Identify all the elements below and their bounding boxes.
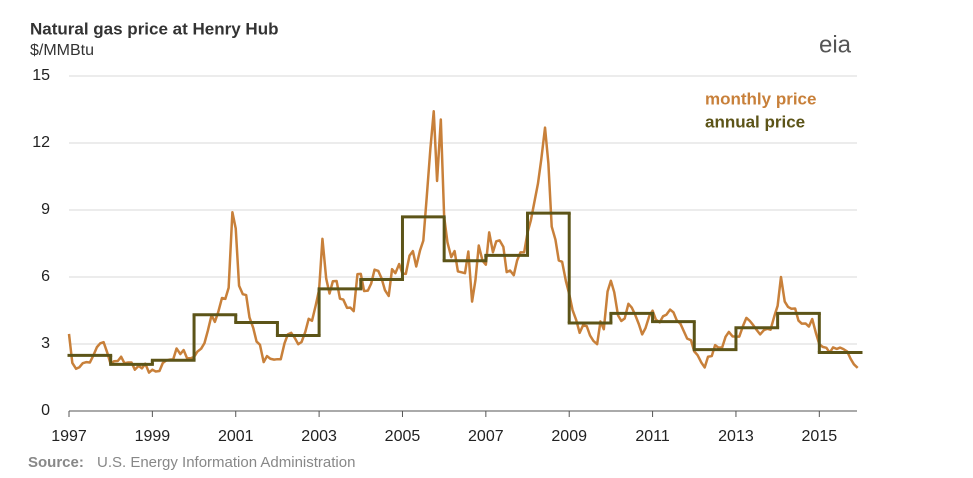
legend-entry: monthly price <box>705 89 816 108</box>
y-tick-label: 9 <box>41 201 50 218</box>
subtitle: $/MMBtu <box>30 42 94 59</box>
x-tick-label: 2003 <box>301 428 337 445</box>
x-tick-label: 2011 <box>635 428 670 445</box>
x-tick-label: 2001 <box>218 428 254 445</box>
x-tick-label: 1999 <box>135 428 171 445</box>
logo: eia <box>819 31 852 58</box>
x-tick-label: 1997 <box>51 428 87 445</box>
y-tick-label: 6 <box>41 268 50 285</box>
source: U.S. Energy Information Administration <box>97 454 355 471</box>
x-tick-label: 2013 <box>718 428 754 445</box>
y-tick-label: 12 <box>32 134 50 151</box>
monthly-line <box>67 110 859 374</box>
y-tick-label: 0 <box>41 402 50 419</box>
x-tick-label: 2015 <box>802 428 838 445</box>
y-tick-label: 15 <box>32 67 50 84</box>
chart-title: Natural gas price at Henry Hub <box>30 19 278 38</box>
source-label: Source: <box>28 454 84 471</box>
legend-entry: annual price <box>705 112 805 131</box>
x-tick-label: 2009 <box>551 428 587 445</box>
x-tick-label: 2007 <box>468 428 504 445</box>
y-tick-label: 3 <box>41 335 50 352</box>
x-tick-label: 2005 <box>385 428 421 445</box>
